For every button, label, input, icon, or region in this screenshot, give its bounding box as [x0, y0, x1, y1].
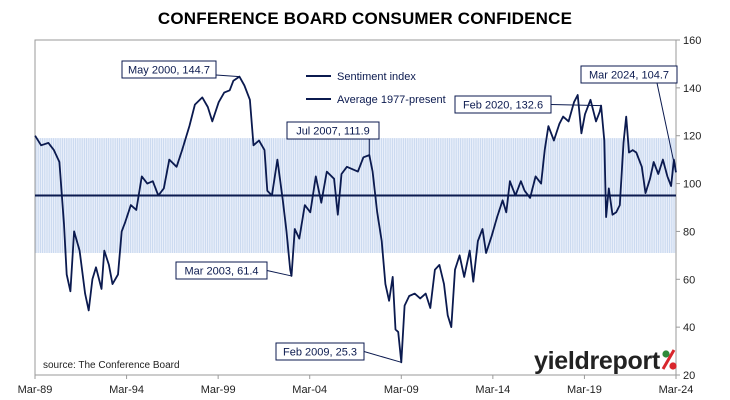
annotation-label: Feb 2009, 25.3: [283, 347, 357, 359]
y-tick-label: 160: [683, 35, 701, 47]
annotation-leader: [656, 82, 677, 173]
annotations: May 2000, 144.7 Mar 2003, 61.4 Jul 2007, 1…: [121, 60, 678, 363]
x-axis: Mar-89 Mar-94 Mar-99 Mar-04 Mar-09 Mar-14 Mar-…: [18, 375, 694, 396]
annotation-box: [286, 121, 380, 140]
annotation-feb2009: Feb 2009, 25.3: [275, 342, 402, 363]
y-tick-label: 100: [683, 179, 701, 191]
x-tick-label: Mar-24: [659, 384, 694, 396]
annotation-leader: [550, 104, 602, 107]
percent-icon: [661, 349, 677, 370]
annotation-label: Feb 2020, 132.6: [463, 100, 543, 112]
x-tick-label: Mar-14: [475, 384, 510, 396]
y-tick-label: 60: [683, 274, 695, 286]
y-axis: 20 40 60 80 100 120 140 160: [676, 35, 701, 382]
legend: Sentiment index Average 1977-present: [306, 71, 446, 106]
series-layer: [34, 75, 677, 364]
y-tick-label: 140: [683, 83, 701, 95]
annotation-feb2020: Feb 2020, 132.6: [454, 95, 602, 114]
annotation-box: [121, 60, 217, 79]
annotation-box: [275, 342, 365, 361]
annotation-leader: [215, 74, 240, 78]
legend-label-average: Average 1977-present: [337, 94, 446, 106]
y-tick-label: 120: [683, 131, 701, 143]
annotation-label: Mar 2003, 61.4: [185, 266, 259, 278]
logo-wordmark: yieldreport: [534, 347, 661, 375]
annotation-jul2007: Jul 2007, 111.9: [286, 121, 380, 156]
chart-title: CONFERENCE BOARD CONSUMER CONFIDENCE: [157, 9, 573, 28]
y-tick-label: 40: [683, 322, 695, 334]
annotation-box: [454, 95, 552, 114]
annotation-mar2003: Mar 2003, 61.4: [175, 261, 292, 280]
series-line-sentiment: [34, 75, 677, 364]
annotation-label: Jul 2007, 111.9: [296, 126, 370, 138]
annotation-leader: [363, 351, 402, 363]
x-tick-label: Mar-89: [18, 384, 53, 396]
y-tick-label: 20: [683, 370, 695, 382]
x-tick-label: Mar-04: [292, 384, 327, 396]
y-tick-label: 80: [683, 226, 695, 238]
yieldreport-logo: yieldreport: [534, 347, 677, 375]
annotation-leader: [266, 270, 292, 277]
x-tick-label: Mar-19: [567, 384, 602, 396]
annotation-may2000: May 2000, 144.7: [121, 60, 240, 79]
x-tick-label: Mar-09: [384, 384, 419, 396]
annotation-mar2024: Mar 2024, 104.7: [580, 65, 678, 173]
annotation-label: May 2000, 144.7: [128, 65, 210, 77]
x-tick-label: Mar-99: [201, 384, 236, 396]
annotation-box: [175, 261, 268, 280]
source-note: source: The Conference Board: [43, 360, 180, 371]
plot-frame: [34, 39, 677, 376]
legend-label-sentiment: Sentiment index: [337, 71, 416, 83]
annotation-box: [580, 65, 678, 84]
annotation-label: Mar 2024, 104.7: [589, 70, 669, 82]
x-tick-label: Mar-94: [109, 384, 144, 396]
